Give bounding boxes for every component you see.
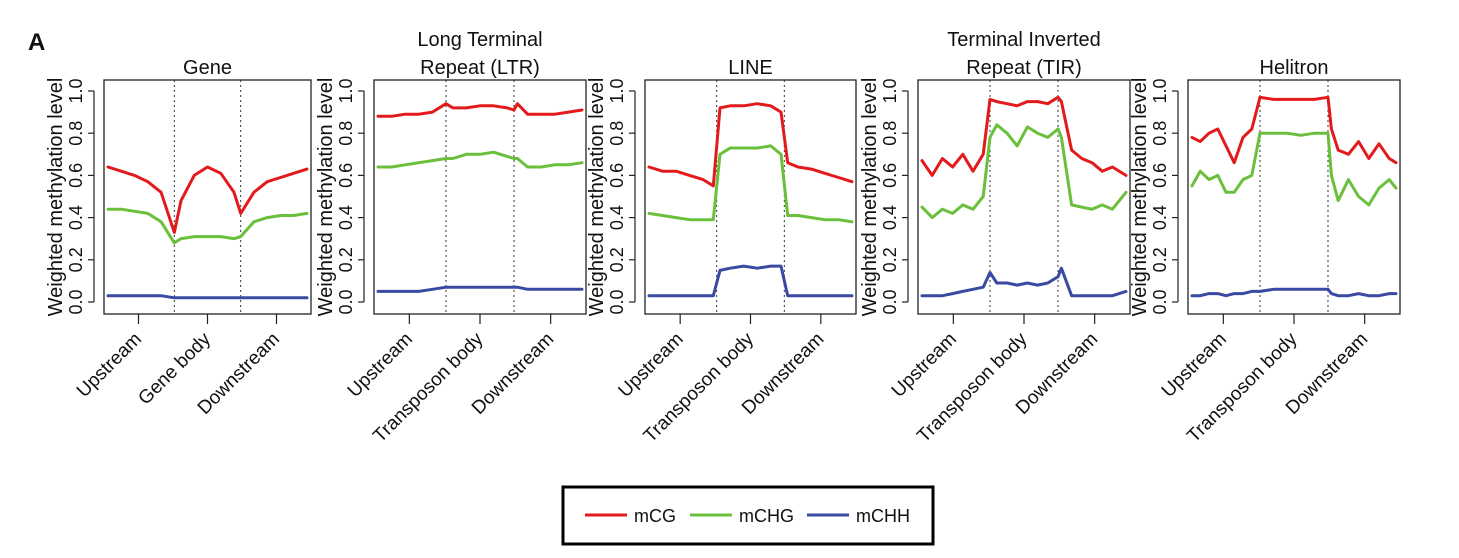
panel-title: Terminal Inverted bbox=[947, 29, 1100, 51]
y-tick-label: 0.6 bbox=[1150, 163, 1170, 188]
panel-title: Gene bbox=[183, 57, 232, 79]
chart-panel-4: Terminal Inverted Repeat (TIR) 0.0 0.2 0.4 0.… bbox=[859, 29, 1131, 447]
y-tick-label: 0.0 bbox=[66, 289, 86, 314]
y-tick-label: 1.0 bbox=[66, 78, 86, 103]
y-tick-label: 0.2 bbox=[66, 247, 86, 272]
series-line-mCHG bbox=[647, 144, 854, 224]
y-tick-label: 0.6 bbox=[607, 163, 627, 188]
x-tick-label: Upstream bbox=[888, 329, 961, 402]
y-tick-label: 0.4 bbox=[1150, 205, 1170, 230]
y-axis-title: Weighted methylation level bbox=[45, 78, 67, 317]
x-tick-label: Upstream bbox=[73, 329, 146, 402]
y-tick-label: 0.6 bbox=[880, 163, 900, 188]
y-tick-label: 0.8 bbox=[1150, 121, 1170, 146]
legend: mCG mCHG mCHH bbox=[561, 485, 935, 546]
series-line-mCG bbox=[920, 95, 1128, 177]
chart-panel-2: Long Terminal Repeat (LTR) 0.0 0.2 0.4 0.6 0.8… bbox=[315, 29, 587, 447]
panel-title: Repeat (TIR) bbox=[966, 57, 1082, 79]
y-tick-label: 0.2 bbox=[1150, 247, 1170, 272]
y-tick-label: 1.0 bbox=[880, 78, 900, 103]
y-axis-title: Weighted methylation level bbox=[859, 78, 881, 317]
series-line-mCHG bbox=[920, 123, 1128, 220]
y-tick-label: 1.0 bbox=[607, 78, 627, 103]
y-tick-label: 0.8 bbox=[336, 121, 356, 146]
y-tick-label: 1.0 bbox=[1150, 78, 1170, 103]
series-line-mCHH bbox=[647, 264, 854, 298]
series-line-mCHG bbox=[376, 150, 584, 169]
y-tick-label: 0.8 bbox=[880, 121, 900, 146]
y-tick-label: 0.4 bbox=[880, 205, 900, 230]
panel-title: Long Terminal bbox=[417, 29, 542, 51]
y-axis-title: Weighted methylation level bbox=[315, 78, 337, 317]
legend-label-mCHH: mCHH bbox=[856, 506, 910, 526]
x-tick-label: Upstream bbox=[344, 329, 417, 402]
legend-label-mCG: mCG bbox=[634, 506, 676, 526]
plot-frame bbox=[644, 79, 857, 315]
y-tick-label: 0.4 bbox=[66, 205, 86, 230]
y-tick-label: 1.0 bbox=[336, 78, 356, 103]
series-line-mCHH bbox=[920, 266, 1128, 298]
series-line-mCG bbox=[1190, 95, 1398, 165]
series-line-mCHH bbox=[376, 285, 584, 293]
plot-frame bbox=[1187, 79, 1401, 315]
series-line-mCG bbox=[106, 165, 309, 234]
legend-label-mCHG: mCHG bbox=[739, 506, 794, 526]
series-line-mCHG bbox=[1190, 131, 1398, 207]
series-line-mCHH bbox=[1190, 287, 1398, 298]
y-tick-label: 0.6 bbox=[66, 163, 86, 188]
panel-title: Repeat (LTR) bbox=[420, 57, 540, 79]
y-tick-label: 0.0 bbox=[880, 289, 900, 314]
plot-frame bbox=[103, 79, 312, 315]
series-line-mCHG bbox=[106, 207, 309, 245]
plot-frame bbox=[917, 79, 1131, 315]
y-tick-label: 0.2 bbox=[607, 247, 627, 272]
panel-title: Helitron bbox=[1260, 57, 1329, 79]
y-tick-label: 0.4 bbox=[336, 205, 356, 230]
x-tick-label: Upstream bbox=[1158, 329, 1231, 402]
y-tick-label: 0.0 bbox=[1150, 289, 1170, 314]
y-tick-label: 0.8 bbox=[66, 121, 86, 146]
y-tick-label: 0.8 bbox=[607, 121, 627, 146]
y-tick-label: 0.6 bbox=[336, 163, 356, 188]
y-tick-label: 0.0 bbox=[607, 289, 627, 314]
x-tick-label: Upstream bbox=[615, 329, 688, 402]
series-line-mCHH bbox=[106, 294, 309, 300]
y-axis-title: Weighted methylation level bbox=[1129, 78, 1151, 317]
y-tick-label: 0.4 bbox=[607, 205, 627, 230]
series-line-mCG bbox=[376, 102, 584, 118]
y-tick-label: 0.2 bbox=[336, 247, 356, 272]
legend-box bbox=[561, 485, 935, 546]
panel-title: LINE bbox=[728, 57, 772, 79]
y-tick-label: 0.0 bbox=[336, 289, 356, 314]
series-line-mCG bbox=[647, 102, 854, 188]
y-tick-label: 0.2 bbox=[880, 247, 900, 272]
panel-label: A bbox=[28, 29, 45, 56]
y-axis-title: Weighted methylation level bbox=[586, 78, 608, 317]
